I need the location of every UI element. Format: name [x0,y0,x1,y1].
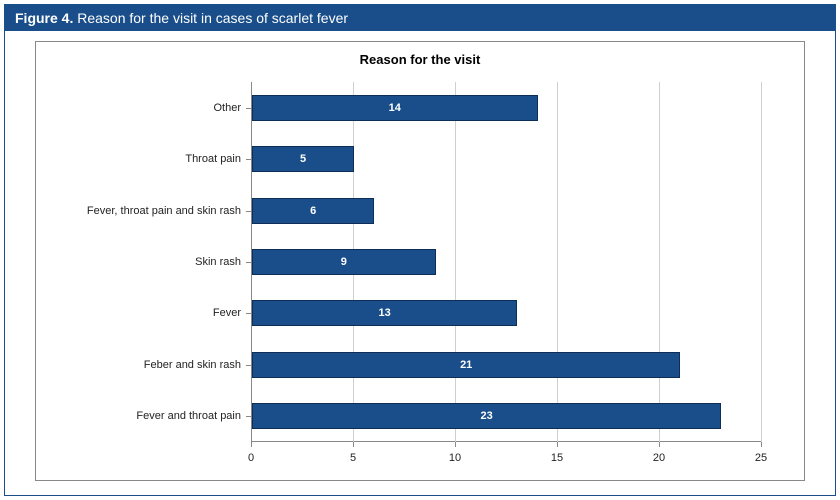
y-tick [246,211,251,212]
chart-title: Reason for the visit [36,42,804,67]
x-tick-label: 20 [653,452,665,464]
x-tick-label: 0 [248,452,254,464]
bar-fill: 23 [252,403,721,429]
bar: 5 [252,146,354,172]
bar: 6 [252,198,374,224]
bar: 23 [252,403,721,429]
category-label: Fever, throat pain and skin rash [41,205,241,217]
bar-fill: 9 [252,249,436,275]
y-tick [246,159,251,160]
gridline [557,82,558,442]
y-tick [246,108,251,109]
category-label: Skin rash [41,256,241,268]
bar: 14 [252,95,538,121]
gridline [659,82,660,442]
bar-value-label: 5 [300,153,306,165]
figure-title: Reason for the visit in cases of scarlet… [77,10,348,26]
bar-fill: 13 [252,300,517,326]
x-tick-label: 25 [755,452,767,464]
bar-value-label: 13 [378,307,390,319]
chart-frame: Reason for the visit 0510152025Other14Th… [35,41,805,481]
category-label: Fever [41,307,241,319]
x-tick-label: 10 [449,452,461,464]
y-tick [246,416,251,417]
x-tick-label: 15 [551,452,563,464]
x-tick [659,442,660,447]
plot-area: 0510152025Other14Throat pain5Fever, thro… [251,82,761,442]
figure-frame: Figure 4. Reason for the visit in cases … [4,4,836,496]
bar-value-label: 6 [310,205,316,217]
category-label: Fever and throat pain [41,410,241,422]
category-label: Other [41,102,241,114]
bar-fill: 5 [252,146,354,172]
y-tick [246,313,251,314]
category-label: Throat pain [41,153,241,165]
y-tick [246,262,251,263]
bar: 13 [252,300,517,326]
bar-value-label: 23 [480,410,492,422]
bar: 21 [252,352,680,378]
x-tick [455,442,456,447]
x-tick [251,442,252,447]
x-tick [557,442,558,447]
bar-value-label: 21 [460,359,472,371]
bar-fill: 21 [252,352,680,378]
figure-number: Figure 4. [15,10,77,26]
bar-fill: 6 [252,198,374,224]
x-tick [761,442,762,447]
bar-value-label: 14 [389,102,401,114]
bar: 9 [252,249,436,275]
x-axis-line [251,441,761,442]
figure-header: Figure 4. Reason for the visit in cases … [5,5,835,31]
bar-value-label: 9 [341,256,347,268]
x-tick-label: 5 [350,452,356,464]
x-tick [353,442,354,447]
gridline [455,82,456,442]
gridline [761,82,762,442]
bar-fill: 14 [252,95,538,121]
y-tick [246,365,251,366]
category-label: Feber and skin rash [41,359,241,371]
